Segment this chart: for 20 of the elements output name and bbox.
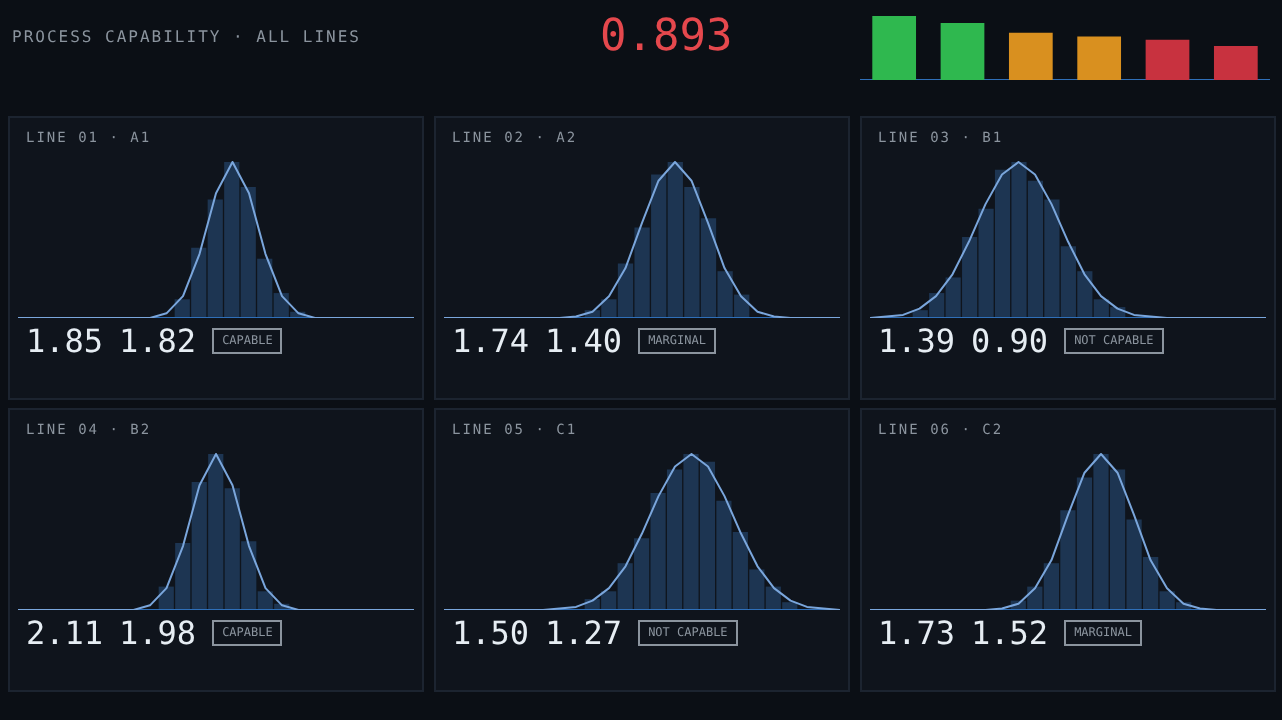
text: 1.74 [452,322,530,360]
bar [1077,36,1122,80]
bar [1213,46,1258,80]
text: 1.52 [971,614,1049,652]
text: 1.73 [878,614,956,652]
bar [1008,32,1053,80]
text: 1.39 [878,322,956,360]
bar [940,23,985,80]
text: 0.893 [600,12,733,62]
bar [872,16,917,80]
text: 2.11 [26,614,104,652]
text: 0.90 [971,322,1049,360]
text: 1.82 [119,322,197,360]
text: 1.85 [26,322,104,360]
bar [1145,39,1190,80]
text: 1.27 [545,614,623,652]
text: PROCESS CAPABILITY · ALL LINES [12,28,361,46]
text: 1.98 [119,614,197,652]
text: 1.40 [545,322,623,360]
text: 1.50 [452,614,530,652]
